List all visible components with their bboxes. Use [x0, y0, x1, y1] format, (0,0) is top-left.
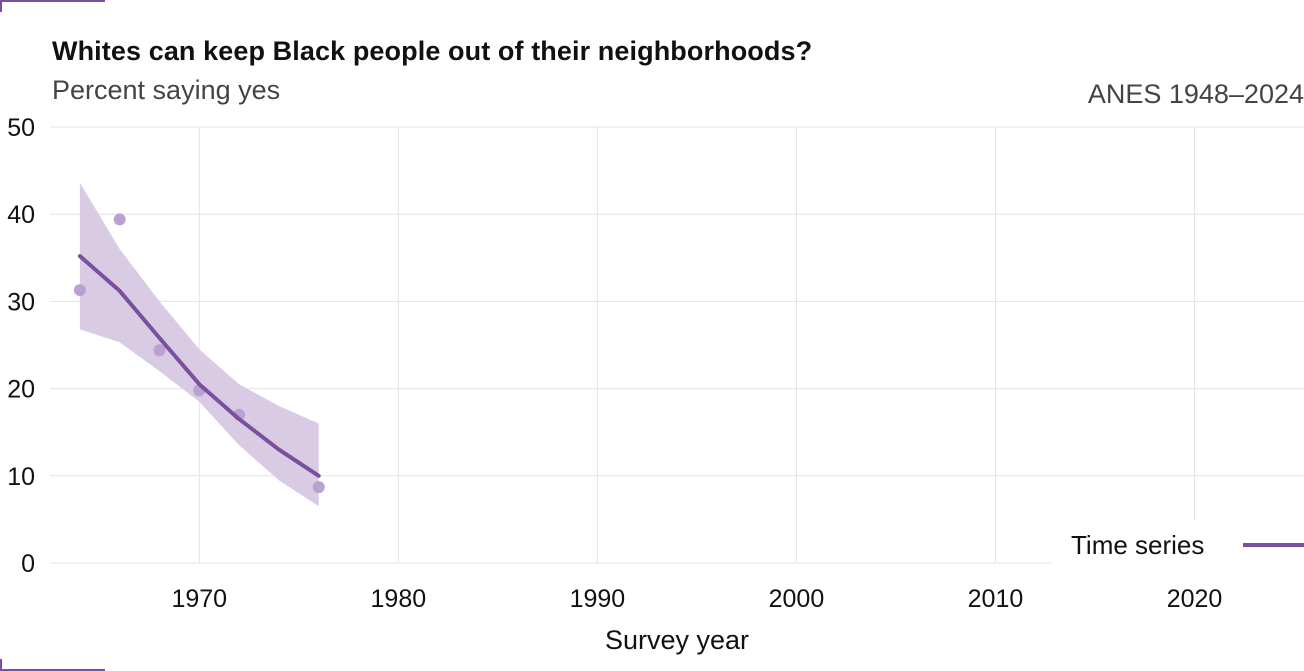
- data-point: [312, 481, 325, 494]
- x-tick-label: 1980: [371, 585, 427, 613]
- x-axis-label: Survey year: [605, 625, 749, 655]
- grid-layer: [50, 126, 1304, 564]
- y-tick-label: 30: [7, 288, 35, 316]
- x-tick-label: 1990: [570, 585, 626, 613]
- trend-line-layer: [77, 254, 321, 478]
- y-tick-label: 50: [7, 114, 35, 142]
- bottom-corner-mark: [0, 659, 105, 671]
- y-tick-label: 10: [7, 463, 35, 491]
- data-point: [73, 284, 86, 297]
- y-tick-label: 20: [7, 376, 35, 404]
- tick-label-layer: 0 10 20 30 40 50 1970 1980 1990 2000 2010 2020: [7, 114, 1222, 613]
- confidence-band: [79, 182, 319, 507]
- legend-label: Time series: [1071, 530, 1204, 560]
- data-point: [153, 344, 166, 357]
- chart-title: Whites can keep Black people out of thei…: [52, 36, 813, 66]
- x-tick-label: 2010: [968, 585, 1024, 613]
- x-tick-label: 1970: [171, 585, 227, 613]
- x-tick-label: 2000: [769, 585, 825, 613]
- y-tick-label: 40: [7, 201, 35, 229]
- confidence-band-layer: [79, 182, 319, 507]
- trend-line: [77, 254, 321, 478]
- chart-source: ANES 1948–2024: [1087, 79, 1304, 109]
- chart-subtitle: Percent saying yes: [52, 75, 281, 105]
- x-tick-label: 2020: [1167, 585, 1223, 613]
- y-tick-label: 0: [21, 550, 35, 578]
- data-point: [113, 213, 126, 226]
- legend: Time series: [1052, 520, 1304, 570]
- top-corner-mark: [0, 0, 105, 12]
